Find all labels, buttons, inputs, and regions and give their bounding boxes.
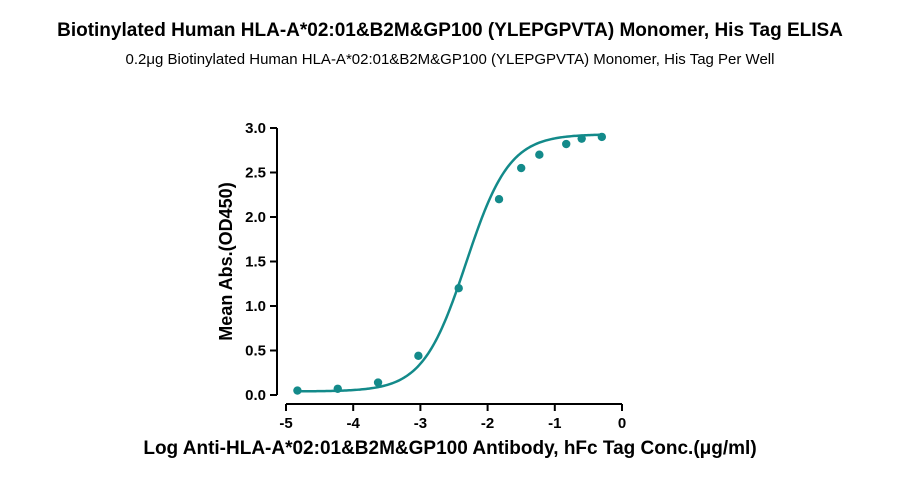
data-point bbox=[535, 150, 544, 159]
data-point bbox=[414, 351, 423, 361]
chart-subtitle: 0.2μg Biotinylated Human HLA-A*02:01&B2M… bbox=[125, 51, 775, 68]
data-point bbox=[597, 132, 607, 142]
x-tick-label: 0 bbox=[618, 415, 626, 432]
y-tick-label: 0.0 bbox=[245, 387, 266, 404]
x-tick-label: -1 bbox=[548, 415, 561, 432]
chart-title: Biotinylated Human HLA-A*02:01&B2M&GP100… bbox=[57, 20, 843, 41]
y-tick-label: 2.0 bbox=[245, 209, 266, 226]
y-tick-label: 1.0 bbox=[245, 298, 266, 315]
y-axis: 0.0 0.5 1.0 1.5 2.0 2.5 3.0 bbox=[245, 120, 278, 404]
y-tick-label: 0.5 bbox=[245, 343, 266, 360]
y-tick-label: 3.0 bbox=[245, 120, 266, 137]
data-point bbox=[562, 139, 571, 149]
data-point bbox=[293, 386, 302, 395]
x-axis-label: Log Anti-HLA-A*02:01&B2M&GP100 Antibody,… bbox=[143, 438, 757, 459]
y-tick-label: 1.5 bbox=[245, 254, 266, 271]
data-point bbox=[517, 163, 526, 173]
fit-curve bbox=[297, 133, 602, 393]
y-axis-label: Mean Abs.(OD450) bbox=[216, 182, 236, 340]
data-point bbox=[373, 378, 383, 387]
x-tick-label: -5 bbox=[279, 415, 292, 432]
x-tick-label: -4 bbox=[347, 415, 361, 432]
data-point bbox=[454, 284, 463, 293]
fit-curve-group bbox=[297, 133, 602, 393]
x-axis: -5 -4 -3 -2 -1 0 bbox=[279, 403, 626, 432]
data-points bbox=[293, 132, 607, 395]
data-point bbox=[333, 384, 342, 393]
x-tick-label: -2 bbox=[481, 415, 494, 432]
x-tick-label: -3 bbox=[414, 415, 427, 432]
data-point bbox=[494, 195, 504, 204]
y-tick-label: 2.5 bbox=[245, 165, 266, 182]
data-point bbox=[577, 134, 586, 143]
